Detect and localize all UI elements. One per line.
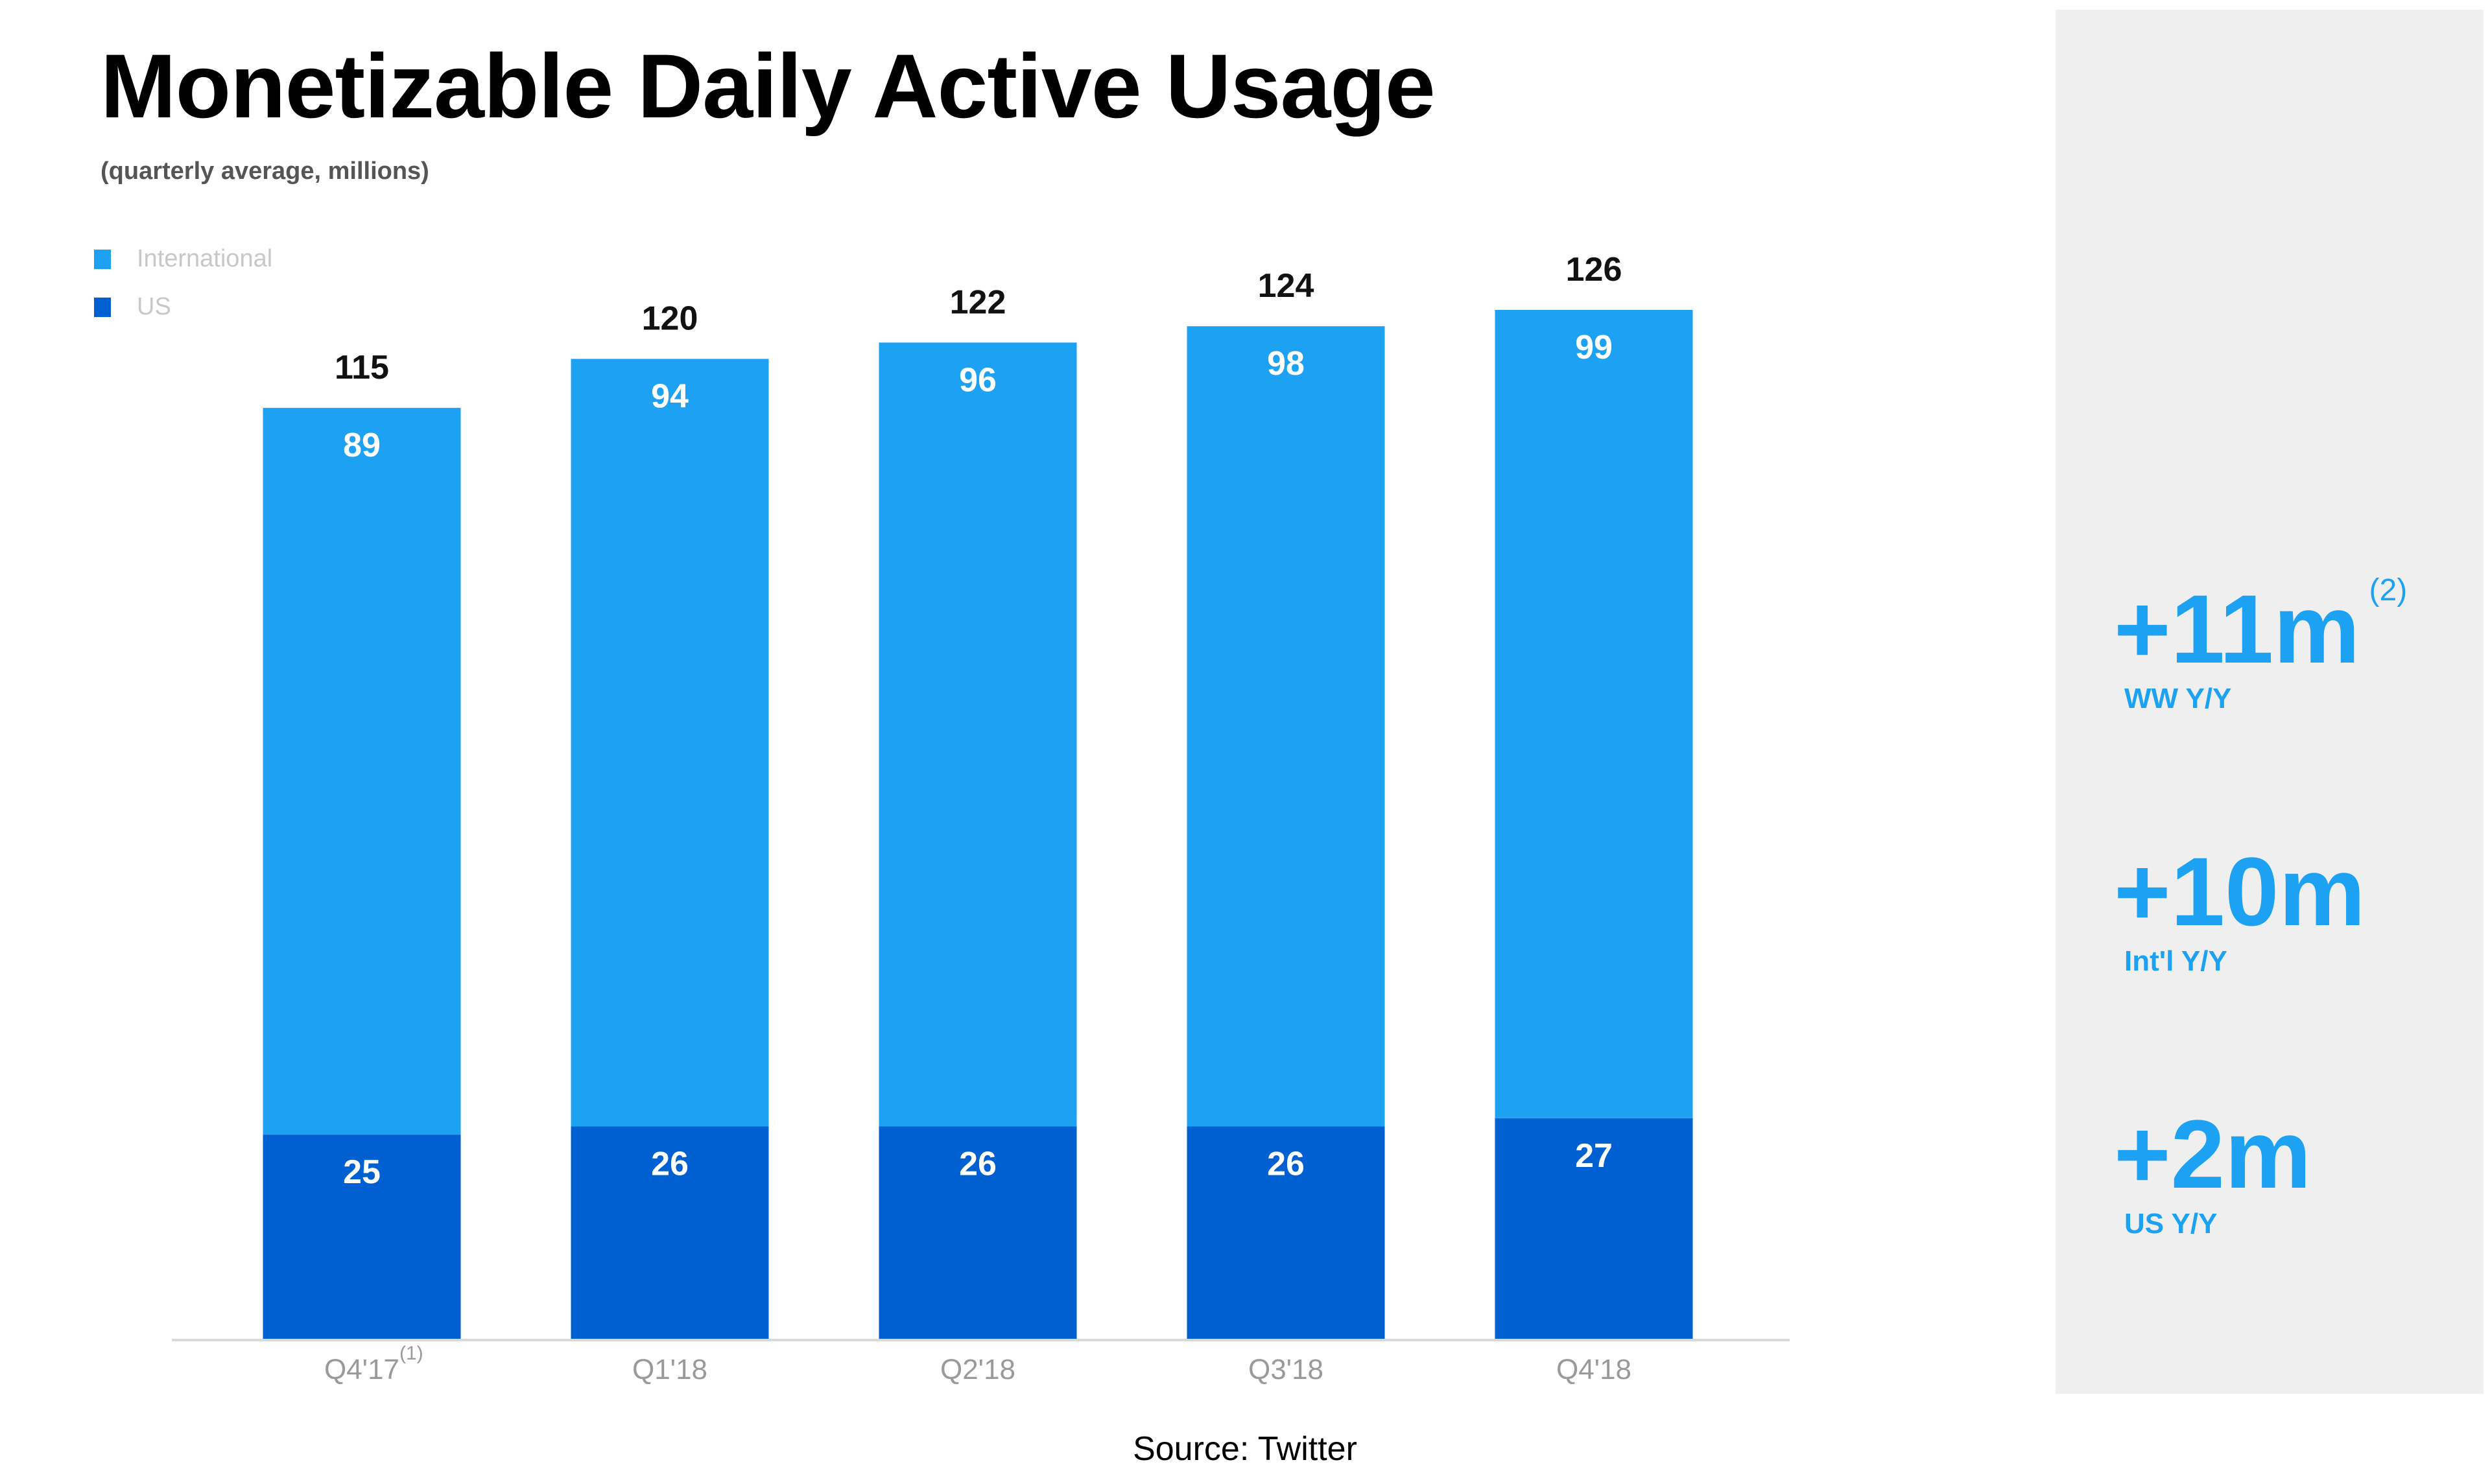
legend-swatch-us (94, 297, 111, 317)
source-note: Source: Twitter (1133, 1430, 1357, 1468)
chart-plot: 89 25 115 Q4'17(1) 94 26 120 Q1'18 96 26 122 Q2'18 9… (172, 251, 1790, 1385)
data-label-us-1: 26 (651, 1146, 689, 1183)
total-label-4: 126 (1566, 251, 1622, 289)
bar-us-2 (879, 1126, 1077, 1339)
data-label-international-0: 89 (343, 427, 381, 464)
stat-us-label: US Y/Y (2124, 1208, 2218, 1240)
x-tick-label-3: Q3'18 (1248, 1354, 1323, 1385)
side-panel: +11m (2) WW Y/Y +10m Int'l Y/Y +2m US Y/Y (2056, 10, 2484, 1394)
stat-ww-footnote: (2) (2369, 573, 2408, 607)
stat-ww-label: WW Y/Y (2124, 683, 2232, 714)
stat-ww: +11m (2) WW Y/Y (2114, 575, 2407, 715)
bar-us-0 (263, 1135, 461, 1339)
stat-intl: +10m Int'l Y/Y (2114, 843, 2366, 978)
chart-title: Monetizable Daily Active Usage (101, 35, 1436, 137)
data-label-international-2: 96 (959, 361, 997, 399)
bar-us-3 (1187, 1126, 1385, 1339)
data-label-us-0: 25 (343, 1153, 381, 1191)
total-label-0: 115 (335, 349, 389, 386)
stat-us-value: +2m (2114, 1100, 2312, 1208)
bar-international-4 (1495, 310, 1693, 1118)
total-label-1: 120 (642, 300, 698, 338)
stat-ww-value: +11m (2) (2114, 575, 2407, 678)
total-label-2: 122 (950, 283, 1006, 321)
stat-intl-value: +10m (2114, 837, 2366, 946)
data-label-us-4: 27 (1575, 1137, 1613, 1175)
x-tick-label-2: Q2'18 (940, 1354, 1015, 1385)
x-tick-label-4: Q4'18 (1556, 1354, 1631, 1385)
legend-item-international: International (94, 245, 272, 273)
chart-subtitle: (quarterly average, millions) (101, 158, 429, 185)
bar-us-4 (1495, 1118, 1693, 1339)
legend-label-international: International (137, 245, 273, 272)
x-tick-footnote-0: (1) (399, 1343, 423, 1364)
legend-swatch-international (94, 249, 111, 269)
legend-item-us: US (94, 293, 171, 321)
x-tick-label-0: Q4'17 (324, 1354, 399, 1385)
stat-us: +2m US Y/Y (2114, 1105, 2311, 1240)
legend-label-us: US (137, 293, 171, 320)
bar-international-0 (263, 408, 461, 1135)
x-tick-label-1: Q1'18 (632, 1354, 707, 1385)
bar-international-2 (879, 342, 1077, 1127)
stat-ww-number: +11m (2114, 574, 2360, 683)
data-label-international-3: 98 (1267, 345, 1305, 383)
data-label-us-3: 26 (1267, 1146, 1305, 1183)
bar-us-1 (571, 1126, 769, 1339)
stat-intl-label: Int'l Y/Y (2124, 945, 2227, 977)
data-label-international-1: 94 (651, 378, 689, 416)
bar-international-3 (1187, 326, 1385, 1127)
data-label-international-4: 99 (1575, 329, 1613, 366)
total-label-3: 124 (1258, 267, 1314, 305)
bar-international-1 (571, 359, 769, 1127)
data-label-us-2: 26 (959, 1146, 997, 1183)
